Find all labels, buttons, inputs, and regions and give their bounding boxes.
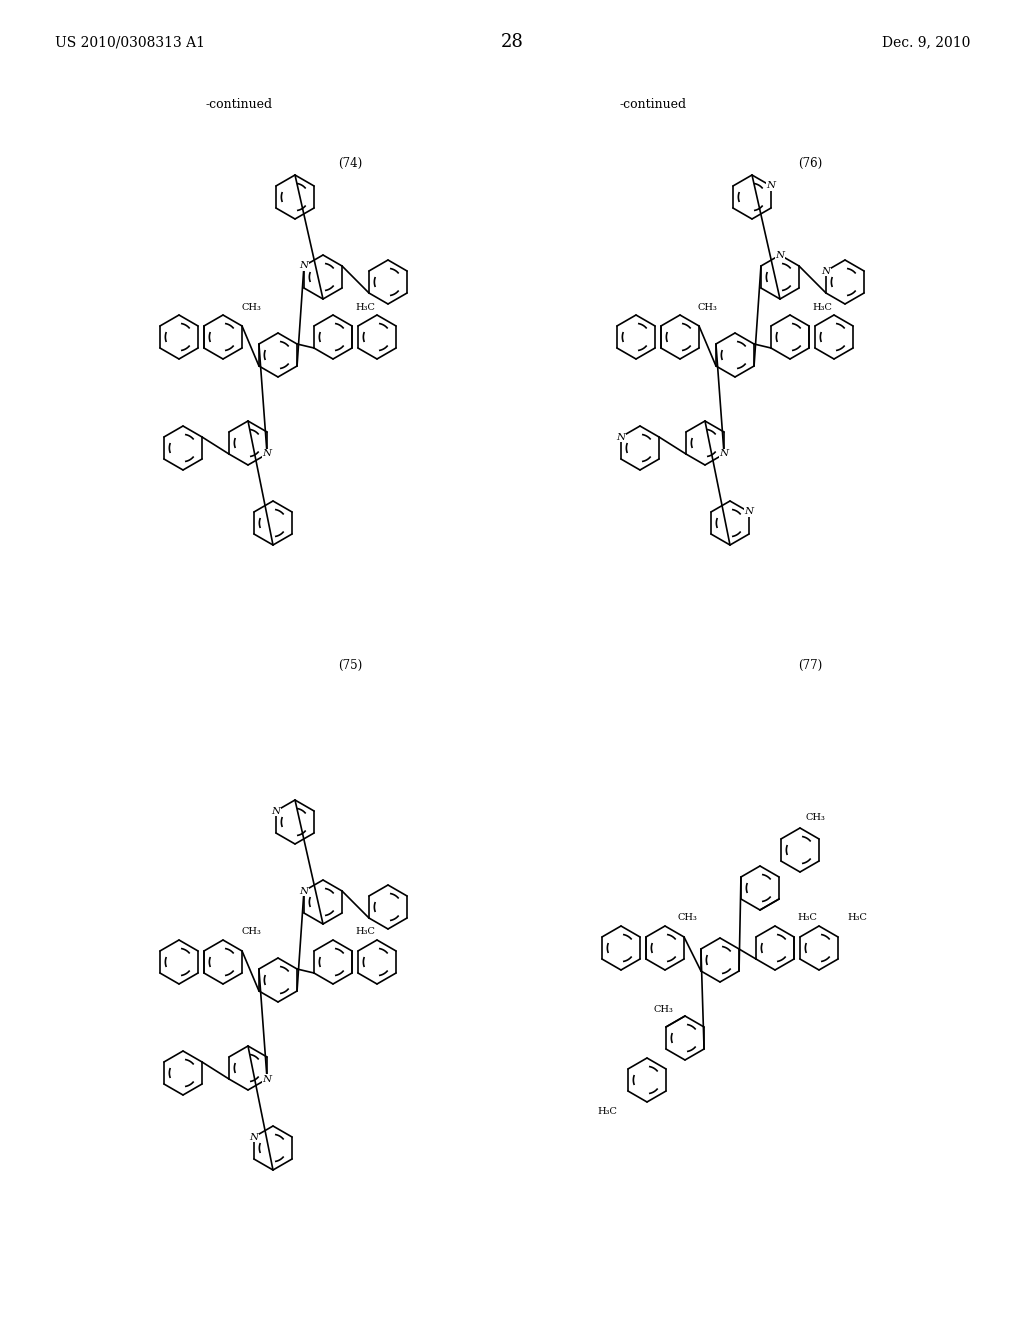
Text: CH₃: CH₃: [653, 1006, 673, 1015]
Text: (76): (76): [798, 157, 822, 169]
Text: H₃C: H₃C: [355, 928, 375, 936]
Text: N: N: [744, 507, 754, 516]
Text: H₃C: H₃C: [597, 1107, 616, 1117]
Text: CH₃: CH₃: [241, 302, 261, 312]
Text: N: N: [250, 1133, 258, 1142]
Text: N: N: [299, 261, 308, 271]
Text: N: N: [616, 433, 626, 441]
Text: (75): (75): [338, 659, 362, 672]
Text: N: N: [271, 807, 281, 816]
Text: H₃C: H₃C: [847, 913, 867, 923]
Text: (74): (74): [338, 157, 362, 169]
Text: CH₃: CH₃: [698, 302, 718, 312]
Text: 28: 28: [501, 33, 523, 51]
Text: N: N: [775, 251, 784, 260]
Text: CH₃: CH₃: [677, 913, 697, 923]
Text: H₃C: H₃C: [797, 913, 817, 923]
Text: N: N: [299, 887, 308, 895]
Text: N: N: [262, 1074, 271, 1084]
Text: N: N: [821, 267, 830, 276]
Text: US 2010/0308313 A1: US 2010/0308313 A1: [55, 36, 205, 49]
Text: Dec. 9, 2010: Dec. 9, 2010: [882, 36, 970, 49]
Text: CH₃: CH₃: [805, 813, 825, 822]
Text: H₃C: H₃C: [812, 302, 831, 312]
Text: -continued: -continued: [620, 99, 687, 111]
Text: H₃C: H₃C: [355, 302, 375, 312]
Text: N: N: [720, 450, 729, 458]
Text: CH₃: CH₃: [241, 928, 261, 936]
Text: (77): (77): [798, 659, 822, 672]
Text: N: N: [262, 450, 271, 458]
Text: N: N: [767, 181, 775, 190]
Text: -continued: -continued: [205, 99, 272, 111]
